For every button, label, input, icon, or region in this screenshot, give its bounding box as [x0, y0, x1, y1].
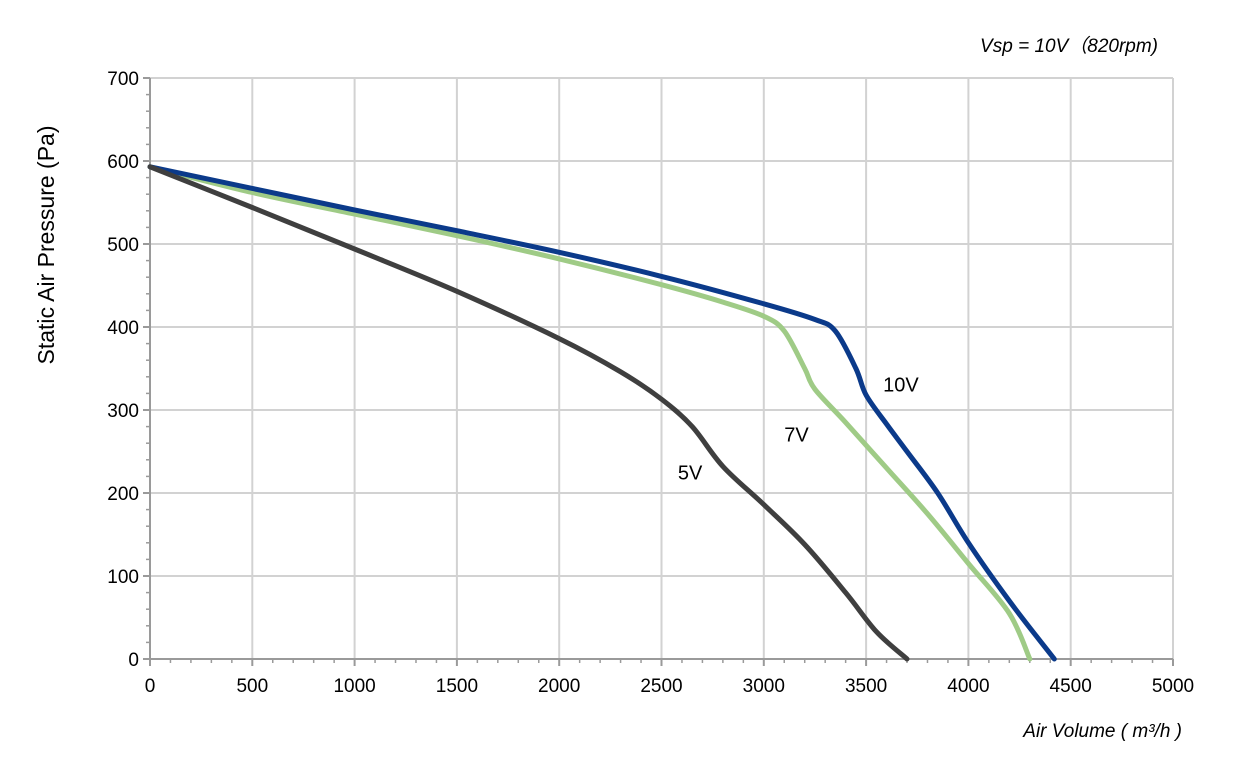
y-tick-label: 700	[107, 69, 139, 90]
series-line-10v	[147, 164, 1057, 662]
x-tick-label: 4500	[1050, 676, 1092, 697]
series-label-7v: 7V	[784, 425, 809, 447]
x-tick-label: 1000	[333, 676, 375, 697]
y-tick-label: 400	[107, 318, 139, 339]
x-axis-label: Air Volume ( m³/h )	[1022, 721, 1182, 742]
y-axis-label: Static Air Pressure (Pa)	[33, 125, 59, 364]
x-tick-label: 4000	[947, 676, 989, 697]
y-tick-label: 100	[107, 567, 139, 588]
axes	[143, 77, 1174, 666]
x-tick-labels: 0 500 1000 1500 2000 2500 3000 3500 4000 4500 5000	[145, 676, 1194, 697]
x-tick-label: 3000	[743, 676, 785, 697]
y-tick-label: 0	[128, 650, 139, 671]
x-tick-label: 5000	[1152, 676, 1194, 697]
x-tick-label: 0	[145, 676, 156, 697]
x-tick-label: 3500	[845, 676, 887, 697]
series-lines	[147, 164, 1057, 662]
series-line-7v	[147, 164, 1033, 662]
y-tick-label: 600	[107, 152, 139, 173]
y-tick-label: 200	[107, 484, 139, 505]
series-labels: 10V 7V 5V	[678, 375, 919, 485]
y-tick-label: 300	[107, 401, 139, 422]
series-line-5v	[147, 164, 910, 662]
x-tick-label: 2500	[640, 676, 682, 697]
series-label-5v: 5V	[678, 463, 703, 485]
x-tick-label: 500	[236, 676, 268, 697]
chart-subtitle: Vsp = 10V（820rpm)	[980, 35, 1158, 57]
series-label-10v: 10V	[883, 375, 919, 397]
x-tick-label: 2000	[538, 676, 580, 697]
y-tick-label: 500	[107, 235, 139, 256]
grid-lines	[150, 77, 1174, 659]
y-tick-labels: 0 100 200 300 400 500 600 700	[107, 69, 139, 671]
x-tick-label: 1500	[436, 676, 478, 697]
